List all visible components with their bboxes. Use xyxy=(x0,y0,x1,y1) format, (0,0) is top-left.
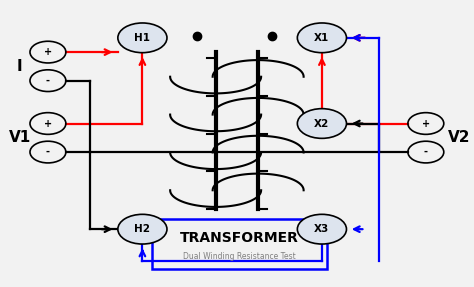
Text: I: I xyxy=(17,59,22,74)
Text: X1: X1 xyxy=(314,33,329,43)
Text: TRANSFORMER: TRANSFORMER xyxy=(180,231,299,245)
Circle shape xyxy=(118,214,167,244)
Text: X3: X3 xyxy=(314,224,329,234)
Text: H1: H1 xyxy=(135,33,150,43)
Circle shape xyxy=(297,23,346,53)
Text: +: + xyxy=(422,119,430,129)
Text: -: - xyxy=(46,147,50,157)
Text: -: - xyxy=(424,147,428,157)
Text: +: + xyxy=(44,47,52,57)
Text: Dual Winding Resistance Test: Dual Winding Resistance Test xyxy=(183,252,296,261)
Circle shape xyxy=(297,109,346,138)
Text: +: + xyxy=(44,119,52,129)
Text: V1: V1 xyxy=(9,130,31,145)
Circle shape xyxy=(297,214,346,244)
Text: V2: V2 xyxy=(447,130,470,145)
Circle shape xyxy=(118,23,167,53)
Text: -: - xyxy=(46,76,50,86)
Text: H2: H2 xyxy=(135,224,150,234)
Text: X2: X2 xyxy=(314,119,329,129)
